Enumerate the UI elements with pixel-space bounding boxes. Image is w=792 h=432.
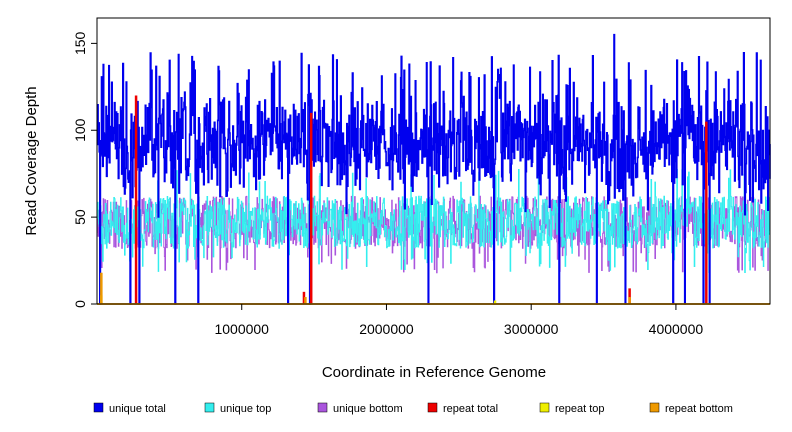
legend-swatch-repeat-top — [539, 402, 550, 413]
x-tick-label-2000000: 2000000 — [359, 321, 414, 337]
legend-swatch-repeat-bottom — [649, 402, 660, 413]
legend-label-unique-top: unique top — [220, 403, 271, 415]
plot-area — [96, 33, 771, 305]
legend-label-repeat-bottom: repeat bottom — [665, 403, 733, 415]
y-axis-label: Read Coverage Depth — [23, 86, 40, 235]
series-unique-top-line — [97, 168, 771, 305]
x-tick-label-4000000: 4000000 — [649, 321, 704, 337]
x-axis: 1000000 2000000 3000000 4000000 — [214, 304, 703, 337]
legend-label-repeat-total: repeat total — [443, 403, 498, 415]
legend: unique total unique top unique bottom repea… — [93, 402, 733, 415]
x-tick-label-1000000: 1000000 — [214, 321, 269, 337]
y-tick-label-50: 50 — [72, 209, 88, 225]
legend-label-unique-bottom: unique bottom — [333, 403, 403, 415]
legend-swatch-unique-total — [93, 402, 104, 413]
legend-label-unique-total: unique total — [109, 403, 166, 415]
y-tick-label-0: 0 — [72, 300, 88, 308]
legend-label-repeat-top: repeat top — [555, 403, 605, 415]
series-unique-total-line — [96, 33, 771, 305]
plot-box — [96, 17, 771, 305]
legend-swatch-repeat-total — [427, 402, 438, 413]
x-tick-label-3000000: 3000000 — [504, 321, 559, 337]
y-tick-label-150: 150 — [72, 31, 88, 55]
legend-swatch-unique-top — [204, 402, 215, 413]
x-axis-label: Coordinate in Reference Genome — [322, 364, 546, 381]
legend-swatch-unique-bottom — [317, 402, 328, 413]
y-axis: 0 50 100 150 — [72, 31, 97, 308]
y-tick-label-100: 100 — [72, 118, 88, 142]
